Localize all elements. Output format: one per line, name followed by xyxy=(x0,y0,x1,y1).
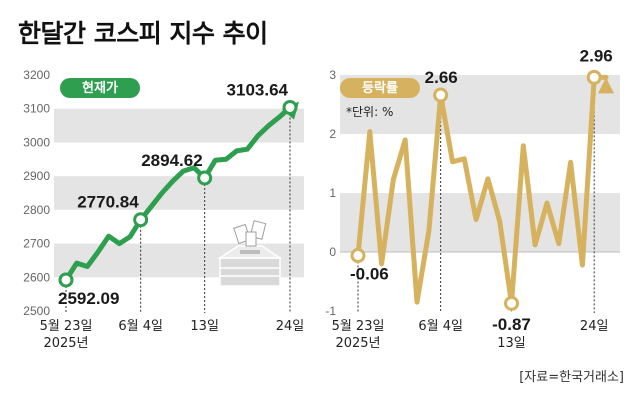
y-tick-label: 2600 xyxy=(23,270,50,284)
x-tick-label: 24일 xyxy=(276,319,305,334)
y-tick-label: 0 xyxy=(329,245,336,259)
highlight-point xyxy=(504,295,520,311)
grid-band xyxy=(54,108,304,143)
y-tick-label: 1 xyxy=(329,186,336,200)
data-label: 2894.62 xyxy=(141,151,202,170)
highlight-point xyxy=(282,99,298,115)
y-tick-label: 2500 xyxy=(23,304,50,318)
series-line xyxy=(355,74,609,306)
y-tick-label: 2900 xyxy=(23,169,50,183)
data-label: 2.96 xyxy=(580,46,613,65)
grid-band xyxy=(54,176,304,210)
y-tick-label: -1 xyxy=(325,304,336,318)
highlight-point xyxy=(133,212,149,228)
highlight-point xyxy=(350,248,366,264)
data-label: 2.66 xyxy=(425,68,458,87)
data-label: 3103.64 xyxy=(227,80,289,99)
series-line xyxy=(63,105,293,283)
y-tick-label: 3 xyxy=(329,68,336,82)
x-tick-label: 13일 xyxy=(497,336,526,351)
y-tick-label: 2 xyxy=(329,127,336,141)
series-pill xyxy=(340,78,420,98)
highlight-point xyxy=(586,69,602,85)
page-title: 한달간 코스피 지수 추이 xyxy=(18,19,268,48)
highlight-point xyxy=(58,272,74,288)
highlight-point xyxy=(433,87,449,103)
x-tick-label: 6월 4일 xyxy=(118,319,163,334)
x-tick-label: 5월 23일 xyxy=(40,319,93,334)
series-pill xyxy=(60,78,140,98)
data-label: 2592.09 xyxy=(58,289,119,308)
unit-note: *단위: % xyxy=(346,105,393,119)
x-tick-label: 5월 23일 xyxy=(332,319,385,334)
highlight-point xyxy=(197,170,213,186)
trend-arrow xyxy=(598,77,614,94)
source-note: [자료=한국거래소] xyxy=(519,370,624,385)
x-tick-label: 24일 xyxy=(580,319,609,334)
kospi-chart: 2500 2600 2700 2800 2900 3000 3100 3200 2592.09 2… xyxy=(23,68,304,351)
change-rate-chart: -1 0 1 2 3 -0.06 2.66 2.96 5월 23일 2025년 6월 4일 -0.87… xyxy=(325,46,620,351)
y-tick-label: 3100 xyxy=(23,102,50,116)
data-label: -0.87 xyxy=(492,315,531,334)
series-pill-label: 등락률 xyxy=(362,81,398,96)
x-tick-label: 2025년 xyxy=(335,336,380,351)
data-label: -0.06 xyxy=(350,265,389,284)
y-tick-label: 2800 xyxy=(23,203,50,217)
y-tick-label: 3000 xyxy=(23,135,50,149)
x-tick-label: 6월 4일 xyxy=(418,319,463,334)
x-tick-label: 13일 xyxy=(190,319,219,334)
ballot-box-body xyxy=(219,257,281,287)
data-label: 2770.84 xyxy=(77,193,139,212)
ballot-box-icon xyxy=(217,220,283,287)
ballot-slot xyxy=(240,250,260,254)
x-tick-label: 2025년 xyxy=(43,336,88,351)
ballot-paper xyxy=(245,231,257,247)
y-tick-label: 3200 xyxy=(23,68,50,82)
series-pill-label: 현재가 xyxy=(82,80,118,96)
y-tick-label: 2700 xyxy=(23,237,50,251)
